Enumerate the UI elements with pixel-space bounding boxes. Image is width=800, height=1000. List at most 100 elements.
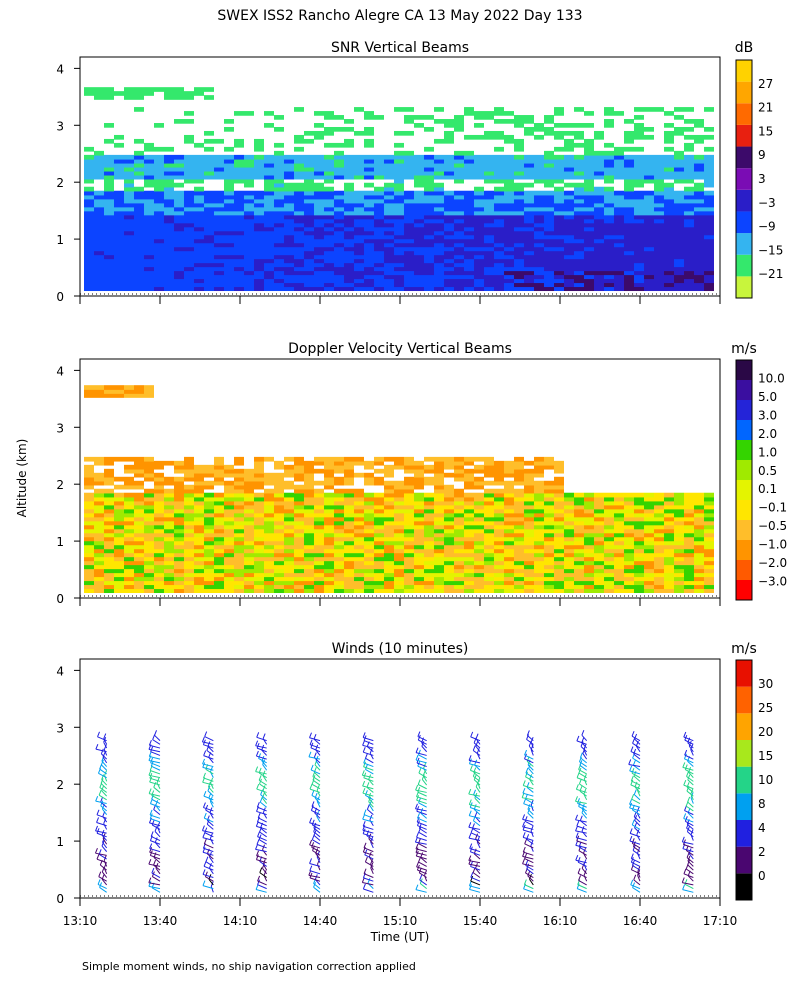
doppler-cell (284, 456, 294, 462)
snr-cell (234, 270, 244, 276)
wind-barb (309, 744, 321, 749)
doppler-cell (564, 504, 574, 510)
snr-cell (204, 282, 214, 288)
doppler-cell (164, 520, 174, 526)
doppler-cell (644, 492, 654, 498)
wind-barb (362, 881, 374, 886)
snr-cell (484, 238, 494, 244)
doppler-cell (304, 488, 314, 494)
snr-cell (574, 186, 584, 192)
doppler-cell (84, 464, 94, 470)
doppler-cell (314, 488, 324, 494)
snr-cell (514, 266, 524, 272)
snr-cell (454, 222, 464, 228)
doppler-cell (224, 508, 234, 514)
snr-cell (524, 214, 534, 220)
snr-cell (414, 278, 424, 284)
snr-cell (644, 214, 654, 220)
snr-cell (534, 170, 544, 176)
snr-cell (674, 166, 684, 172)
doppler-cell (204, 584, 214, 590)
doppler-cell (104, 472, 114, 478)
snr-cell (214, 278, 224, 284)
wind-barb-flag (99, 763, 103, 770)
snr-cell (374, 242, 384, 248)
wind-barb (363, 851, 374, 856)
doppler-cell (534, 544, 544, 550)
snr-cell (484, 286, 494, 292)
snr-cell (644, 170, 654, 176)
wind-barb (415, 752, 427, 756)
doppler-cell (464, 472, 474, 478)
snr-cell (544, 130, 554, 136)
snr-x-axis (79, 296, 721, 304)
snr-cell (254, 210, 264, 216)
doppler-cell (344, 556, 354, 562)
snr-cell (484, 206, 494, 212)
snr-cell (414, 206, 424, 212)
snr-cell (304, 218, 314, 224)
snr-cell (124, 210, 134, 216)
doppler-cell (254, 548, 264, 554)
snr-cell (544, 246, 554, 252)
wind-barb (257, 817, 267, 823)
doppler-cell (434, 536, 444, 542)
doppler-cell (594, 540, 604, 546)
wind-barb (261, 760, 268, 767)
doppler-cell (674, 492, 684, 498)
doppler-cell (134, 576, 144, 582)
snr-cell (434, 266, 444, 272)
doppler-cell (524, 540, 534, 546)
wind-barb (311, 794, 321, 801)
snr-cell (254, 190, 264, 196)
snr-cell (504, 202, 514, 208)
snr-cell (214, 286, 224, 292)
wind-barb (316, 816, 321, 823)
snr-cell (244, 222, 254, 228)
snr-cell (234, 230, 244, 236)
doppler-cell (344, 564, 354, 570)
doppler-cell (584, 508, 594, 514)
snr-cell (634, 154, 644, 160)
snr-cell (204, 138, 214, 144)
wind-barb (153, 857, 161, 864)
doppler-cell (494, 516, 504, 522)
snr-cell (434, 119, 444, 124)
snr-cell (394, 182, 404, 188)
doppler-cell (524, 484, 534, 490)
snr-cell (324, 282, 334, 288)
doppler-cell (374, 548, 384, 554)
snr-cell (374, 222, 384, 228)
snr-cell (684, 162, 694, 168)
wind-barb-flag (148, 881, 152, 887)
snr-cell (524, 126, 534, 132)
snr-cell (564, 226, 574, 232)
snr-cell (574, 242, 584, 248)
snr-cell (364, 126, 374, 132)
doppler-cell (504, 508, 514, 514)
snr-cell (254, 286, 264, 292)
doppler-heatmap (84, 385, 714, 594)
doppler-cell (624, 548, 634, 554)
snr-cell (614, 278, 624, 284)
snr-cell (654, 186, 664, 192)
wind-barb (150, 770, 161, 775)
doppler-cell (474, 516, 484, 522)
doppler-cell (444, 564, 454, 570)
doppler-cell (184, 536, 194, 542)
doppler-cell (264, 520, 274, 526)
doppler-cell (704, 516, 714, 522)
doppler-cell (334, 548, 344, 554)
snr-cell (144, 178, 154, 184)
snr-cell (554, 107, 564, 112)
wind-barb-flag (101, 785, 105, 791)
colorbar-swatch (736, 460, 752, 480)
snr-cell (164, 242, 174, 248)
doppler-cell (224, 548, 234, 554)
doppler-cell (384, 548, 394, 554)
snr-cell (674, 178, 684, 184)
snr-cell (404, 115, 414, 120)
doppler-cell (184, 464, 194, 470)
wind-barb (309, 737, 321, 742)
snr-cell (464, 246, 474, 252)
